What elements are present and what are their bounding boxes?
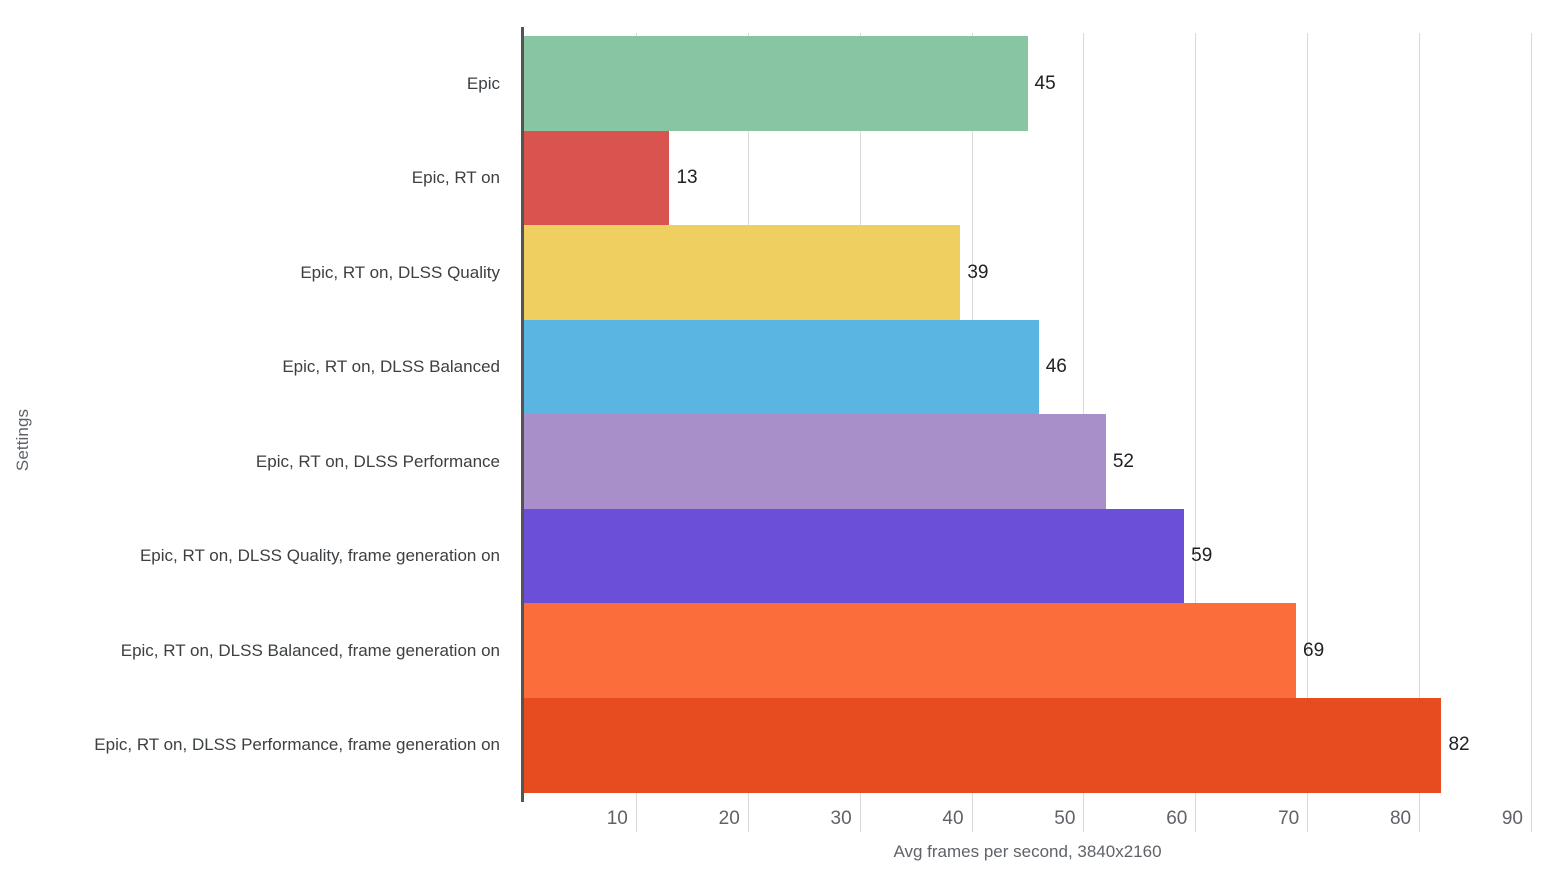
- gridline: [1419, 33, 1421, 800]
- category-label: Epic: [466, 73, 500, 93]
- x-tick-label: 60: [1166, 808, 1188, 829]
- bar[interactable]: [524, 36, 1028, 131]
- bar-value-label: 82: [1448, 734, 1470, 755]
- category-label: Epic, RT on: [411, 168, 500, 187]
- domain-axis-line: [521, 27, 524, 802]
- x-tick-mark: [747, 800, 749, 832]
- bar-row: 52: [524, 414, 1531, 509]
- gridline: [1307, 33, 1309, 800]
- category-label: Epic, RT on, DLSS Quality, frame generat…: [139, 546, 500, 565]
- bar-row: 13: [524, 130, 1531, 226]
- x-tick-label: 90: [1501, 808, 1523, 829]
- category-label: Epic, RT on, DLSS Performance: [255, 451, 500, 471]
- x-tick-label: 20: [718, 808, 740, 829]
- category-label: Epic, RT on, DLSS Balanced, frame genera…: [120, 640, 500, 660]
- x-axis: 10 20 30 40 50 60 70 80 90: [524, 800, 1532, 840]
- x-tick-label: 30: [830, 808, 852, 829]
- bar-value-label: 45: [1034, 72, 1056, 94]
- bar-value-label: 59: [1191, 545, 1213, 566]
- x-tick-label: 40: [942, 808, 964, 829]
- x-tick-mark: [1307, 800, 1309, 832]
- x-tick-label: 50: [1054, 808, 1076, 829]
- category-label: Epic, RT on, DLSS Performance, frame gen…: [94, 735, 500, 754]
- bar-row: 45: [524, 36, 1531, 131]
- bar-value-label: 46: [1045, 356, 1067, 377]
- x-tick-mark: [1083, 800, 1085, 832]
- x-tick-mark: [1195, 800, 1197, 832]
- plot-area: 45 13 39 46 52 59 69 82: [524, 33, 1532, 800]
- bar[interactable]: [524, 414, 1106, 509]
- bar[interactable]: [524, 319, 1039, 415]
- bar-value-label: 52: [1112, 450, 1134, 472]
- bar-value-label: 13: [676, 167, 698, 188]
- bar-value-label: 39: [967, 261, 989, 283]
- bar[interactable]: [524, 603, 1297, 698]
- bar-row: 39: [524, 225, 1531, 320]
- bar[interactable]: [524, 130, 670, 226]
- category-label: Epic, RT on, DLSS Quality: [300, 262, 500, 282]
- gridline: [1531, 33, 1532, 800]
- x-tick-mark: [971, 800, 973, 832]
- x-tick-mark: [1419, 800, 1421, 832]
- bar[interactable]: [524, 225, 961, 320]
- x-tick-label: 10: [606, 808, 628, 829]
- bar-row: 69: [524, 603, 1531, 698]
- x-axis-title: Avg frames per second, 3840x2160: [893, 842, 1162, 861]
- x-tick-mark: [1531, 800, 1532, 832]
- x-tick-label: 80: [1389, 808, 1412, 829]
- bar-row: 46: [524, 319, 1531, 415]
- bar-row: 59: [524, 508, 1531, 604]
- gridline: [1195, 33, 1197, 800]
- x-tick-mark: [859, 800, 861, 832]
- bar[interactable]: [524, 697, 1442, 793]
- x-tick-mark: [635, 800, 637, 832]
- bar[interactable]: [524, 508, 1185, 604]
- bar-value-label: 69: [1303, 639, 1325, 661]
- x-tick-label: 70: [1278, 808, 1300, 829]
- bar-row: 82: [524, 697, 1531, 793]
- category-label: Epic, RT on, DLSS Balanced: [282, 357, 500, 376]
